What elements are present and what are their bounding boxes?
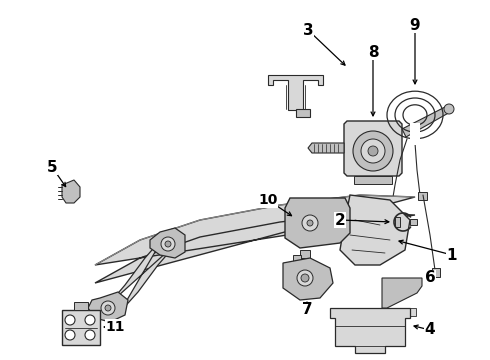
Polygon shape [402, 106, 452, 137]
Polygon shape [150, 228, 185, 258]
Text: 3: 3 [303, 23, 313, 37]
Circle shape [85, 315, 95, 325]
Circle shape [353, 131, 393, 171]
Polygon shape [300, 250, 310, 258]
Polygon shape [418, 192, 427, 200]
Polygon shape [354, 176, 392, 184]
Circle shape [105, 305, 111, 311]
Circle shape [301, 274, 309, 282]
Polygon shape [88, 292, 128, 322]
Polygon shape [410, 308, 416, 316]
Polygon shape [74, 302, 88, 310]
Circle shape [101, 301, 115, 315]
Circle shape [368, 146, 378, 156]
Text: 6: 6 [425, 270, 436, 285]
Polygon shape [395, 217, 400, 227]
Polygon shape [344, 121, 402, 176]
Circle shape [85, 330, 95, 340]
Text: 11: 11 [105, 320, 125, 334]
Circle shape [302, 215, 318, 231]
Text: 9: 9 [410, 18, 420, 32]
Circle shape [307, 220, 313, 226]
Polygon shape [268, 75, 323, 110]
Circle shape [361, 139, 385, 163]
Polygon shape [95, 195, 415, 283]
Text: 7: 7 [302, 302, 312, 318]
Polygon shape [283, 258, 333, 300]
Text: 8: 8 [368, 45, 378, 59]
Circle shape [444, 104, 454, 114]
Text: 5: 5 [47, 159, 57, 175]
Polygon shape [387, 213, 397, 223]
Polygon shape [410, 123, 420, 145]
Circle shape [161, 237, 175, 251]
Circle shape [65, 330, 75, 340]
Polygon shape [62, 180, 80, 203]
Polygon shape [108, 235, 178, 312]
Circle shape [65, 315, 75, 325]
Circle shape [165, 241, 171, 247]
Text: 10: 10 [258, 193, 278, 207]
Circle shape [297, 270, 313, 286]
Text: 1: 1 [447, 248, 457, 262]
Polygon shape [340, 195, 410, 265]
Polygon shape [330, 308, 410, 353]
Polygon shape [285, 198, 350, 248]
Polygon shape [296, 109, 310, 117]
Polygon shape [308, 143, 344, 153]
Polygon shape [400, 308, 406, 316]
Polygon shape [62, 310, 100, 345]
Polygon shape [410, 219, 417, 225]
Polygon shape [382, 278, 422, 308]
Text: 4: 4 [425, 323, 435, 338]
Polygon shape [390, 308, 396, 316]
Polygon shape [432, 268, 440, 277]
Polygon shape [293, 255, 301, 263]
Text: 2: 2 [335, 212, 345, 228]
